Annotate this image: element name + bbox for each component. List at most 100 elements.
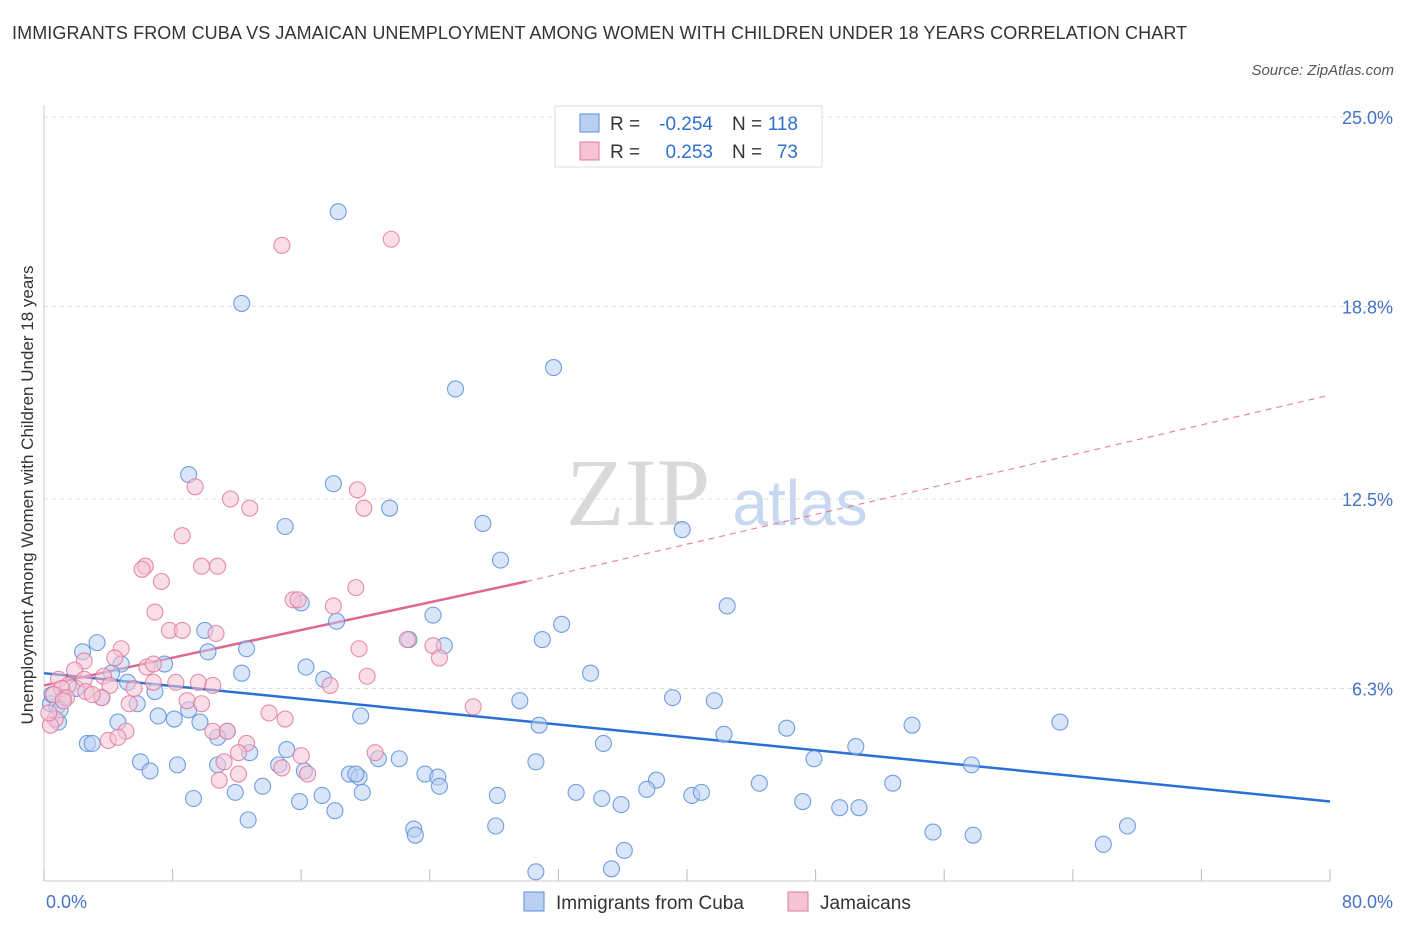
scatter-point	[382, 230, 400, 248]
scatter-point	[847, 737, 865, 756]
scatter-point	[237, 640, 256, 658]
scatter-point	[615, 841, 633, 859]
scatter-point	[144, 673, 162, 691]
scatter-point	[226, 783, 244, 801]
scatter-point	[168, 756, 186, 774]
scatter-point	[239, 811, 257, 829]
scatter-point	[254, 777, 272, 795]
scatter-point	[329, 203, 347, 221]
n-label: N =	[732, 142, 762, 163]
scatter-point	[276, 710, 294, 728]
scatter-point	[805, 750, 823, 768]
scatter-point	[1051, 713, 1069, 731]
scatter-point	[488, 786, 506, 804]
scatter-point	[491, 551, 510, 569]
scatter-point	[289, 591, 307, 609]
scatter-point	[88, 634, 106, 652]
scatter-point	[299, 765, 317, 783]
scatter-point	[602, 860, 620, 878]
scatter-point	[204, 676, 222, 694]
scatter-point	[530, 716, 548, 734]
scatter-point	[778, 719, 796, 737]
scatter-point	[229, 744, 248, 762]
scatter-point	[1094, 835, 1112, 853]
scatter-point	[527, 863, 545, 881]
scatter-point	[581, 664, 600, 682]
r-value: -0.254	[659, 114, 713, 135]
legend-entry[interactable]: Immigrants from Cuba	[556, 893, 744, 914]
scatter-point	[291, 792, 309, 811]
scatter-point	[424, 606, 442, 624]
legend-swatch[interactable]	[787, 891, 809, 912]
scatter-point	[593, 789, 611, 808]
scatter-point	[178, 692, 196, 710]
scatter-point	[924, 823, 942, 841]
scatter-point	[191, 713, 209, 731]
scatter-point	[612, 796, 630, 814]
y-tick-label: 25.0%	[1342, 108, 1393, 128]
scatter-point	[511, 692, 529, 710]
scatter-point	[209, 557, 227, 575]
n-value: 118	[768, 114, 798, 135]
scatter-point	[204, 722, 222, 740]
scatter-point	[794, 792, 812, 811]
scatter-point	[567, 783, 585, 801]
scatter-point	[430, 649, 448, 667]
scatter-point	[273, 759, 291, 777]
scatter-point	[692, 783, 711, 801]
legend-swatch[interactable]	[523, 891, 545, 912]
scatter-point	[324, 597, 342, 615]
n-value: 73	[777, 142, 798, 163]
scatter-point	[962, 756, 981, 774]
scatter-point	[215, 753, 233, 771]
axes	[43, 105, 1331, 882]
scatter-point	[328, 612, 346, 630]
scatter-point	[474, 514, 492, 532]
scatter-point	[355, 499, 373, 517]
scatter-point	[152, 572, 170, 591]
scatter-point	[83, 686, 101, 704]
scatter-point	[553, 615, 571, 633]
scatter-point	[353, 783, 371, 801]
scatter-point	[221, 490, 240, 508]
scatter-point	[173, 527, 191, 545]
series-legend[interactable]: Immigrants from Cuba Jamaicans	[523, 891, 911, 914]
scatter-point	[398, 631, 416, 649]
scatter-point	[350, 640, 368, 658]
scatter-point	[464, 698, 482, 716]
data-points	[40, 203, 1137, 881]
scatter-point	[406, 826, 424, 844]
scatter-point	[199, 643, 217, 661]
chart-title: IMMIGRANTS FROM CUBA VS JAMAICAN UNEMPLO…	[12, 23, 1188, 43]
trend-line-extension	[526, 394, 1331, 583]
scatter-point	[884, 774, 902, 792]
scatter-point	[218, 722, 236, 740]
scatter-point	[141, 762, 159, 780]
scatter-point	[173, 621, 191, 639]
watermark-atlas: atlas	[732, 467, 867, 539]
scatter-point	[292, 747, 310, 765]
scatter-point	[297, 658, 315, 676]
scatter-point	[527, 753, 545, 771]
scatter-point	[106, 649, 124, 667]
scatter-point	[381, 499, 399, 517]
scatter-point	[964, 826, 982, 844]
scatter-point	[210, 771, 228, 789]
scatter-point	[324, 475, 342, 493]
scatter-point	[533, 631, 551, 649]
y-tick-label: 6.3%	[1352, 679, 1393, 699]
scatter-point	[594, 734, 612, 753]
scatter-point	[207, 624, 225, 643]
scatter-point	[663, 689, 682, 707]
x-tick-label: 80.0%	[1342, 892, 1393, 912]
scatter-point	[54, 692, 72, 710]
scatter-point	[831, 799, 849, 817]
legend-entry[interactable]: Jamaicans	[820, 893, 911, 914]
y-tick-label: 18.8%	[1342, 297, 1393, 317]
series-points-1	[40, 230, 482, 789]
scatter-point	[125, 679, 143, 698]
scatter-point	[278, 741, 296, 759]
scatter-point	[673, 521, 691, 539]
scatter-point	[101, 676, 119, 694]
scatter-point	[186, 478, 204, 496]
